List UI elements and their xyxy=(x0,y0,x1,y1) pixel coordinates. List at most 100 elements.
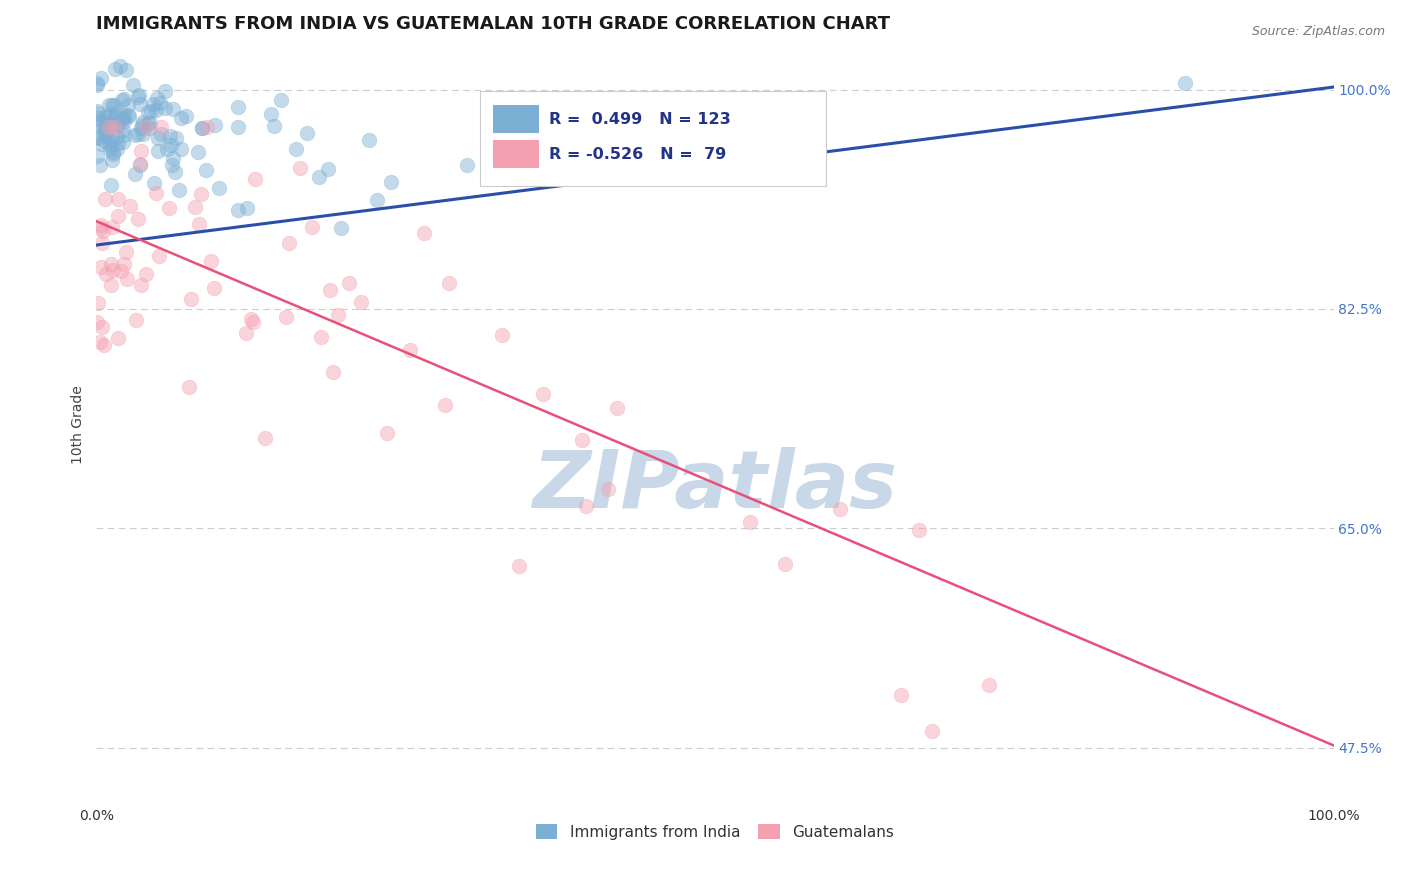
Point xyxy=(143,176,166,190)
Point xyxy=(145,103,167,117)
Point xyxy=(128,157,150,171)
Point xyxy=(86,131,108,145)
Point xyxy=(87,130,110,145)
Point xyxy=(156,141,179,155)
Point xyxy=(380,175,402,189)
Point xyxy=(162,102,184,116)
Point xyxy=(605,401,627,416)
Point xyxy=(97,129,120,144)
Point xyxy=(104,62,127,76)
Point xyxy=(115,245,138,260)
Point xyxy=(93,338,115,352)
Point xyxy=(120,199,142,213)
Point xyxy=(142,97,165,112)
Point xyxy=(98,142,121,156)
Point xyxy=(96,267,118,281)
Point xyxy=(86,315,108,329)
Point xyxy=(204,119,226,133)
Point xyxy=(160,158,183,172)
Point xyxy=(148,249,170,263)
Point xyxy=(153,101,176,115)
Point xyxy=(89,260,111,275)
Point xyxy=(87,119,110,133)
Point xyxy=(226,120,249,134)
Point xyxy=(288,161,311,176)
Point xyxy=(319,284,342,298)
Point xyxy=(90,71,112,86)
Point xyxy=(91,235,114,250)
Point xyxy=(105,106,128,120)
Point xyxy=(93,135,115,149)
Point xyxy=(105,130,128,145)
Point xyxy=(491,328,513,343)
Point xyxy=(308,170,330,185)
Point xyxy=(91,136,114,151)
Point xyxy=(159,128,181,143)
Point xyxy=(128,88,150,103)
Point xyxy=(101,262,124,277)
Point xyxy=(907,523,929,537)
Point xyxy=(112,108,135,122)
Text: ZIPatlas: ZIPatlas xyxy=(533,447,897,524)
Point xyxy=(128,96,150,111)
Point xyxy=(180,292,202,306)
Point xyxy=(107,331,129,345)
Point xyxy=(103,98,125,112)
Point xyxy=(135,267,157,281)
Point xyxy=(100,178,122,192)
Text: R = -0.526   N =  79: R = -0.526 N = 79 xyxy=(550,146,727,161)
Point xyxy=(101,153,124,168)
Point xyxy=(350,294,373,309)
Point xyxy=(194,162,217,177)
Point xyxy=(112,135,135,149)
Point xyxy=(90,219,112,233)
Point xyxy=(110,112,132,127)
Point xyxy=(605,120,627,135)
Point xyxy=(531,387,554,401)
Point xyxy=(118,110,141,124)
Point xyxy=(890,688,912,702)
Point xyxy=(150,120,173,135)
Point xyxy=(188,217,211,231)
Point xyxy=(127,90,149,104)
Point xyxy=(162,152,184,166)
Point xyxy=(124,128,146,142)
Point xyxy=(243,171,266,186)
Point xyxy=(202,281,225,295)
Point xyxy=(87,112,110,126)
Point xyxy=(187,145,209,160)
Point xyxy=(98,98,121,112)
Point xyxy=(148,131,170,145)
Legend: Immigrants from India, Guatemalans: Immigrants from India, Guatemalans xyxy=(530,818,900,846)
Point xyxy=(571,434,593,448)
Point xyxy=(270,93,292,107)
Point xyxy=(125,313,148,327)
Point xyxy=(86,78,108,92)
Point xyxy=(141,103,163,118)
Point xyxy=(103,147,125,161)
FancyBboxPatch shape xyxy=(479,91,827,186)
Point xyxy=(157,201,180,215)
Point xyxy=(105,119,128,133)
Point xyxy=(148,145,170,159)
Point xyxy=(254,431,277,445)
Point xyxy=(112,128,135,143)
Point xyxy=(163,164,186,178)
Point xyxy=(101,98,124,112)
Point xyxy=(285,142,308,156)
Point xyxy=(107,210,129,224)
Point xyxy=(274,310,297,324)
Point xyxy=(236,202,259,216)
Point xyxy=(104,109,127,123)
Point xyxy=(98,138,121,153)
Point xyxy=(226,100,249,114)
Point xyxy=(263,119,285,133)
Point xyxy=(775,557,797,571)
Point xyxy=(89,158,111,172)
Point xyxy=(148,96,170,111)
Point xyxy=(437,277,460,291)
Point xyxy=(90,220,112,235)
Point xyxy=(977,678,1000,692)
Point xyxy=(98,120,121,135)
Point xyxy=(318,161,340,176)
